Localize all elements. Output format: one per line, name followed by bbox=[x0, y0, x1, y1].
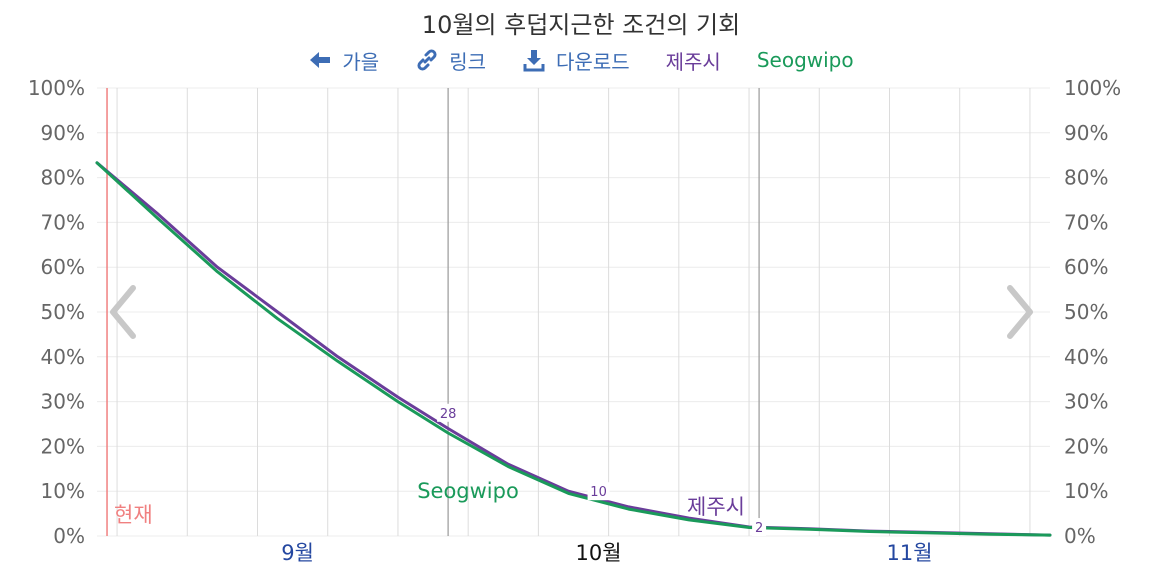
autumn-button[interactable]: 가을 bbox=[308, 46, 379, 75]
marker-box bbox=[437, 403, 460, 422]
autumn-label: 가을 bbox=[342, 49, 380, 74]
y-tick-label-right: 100% bbox=[1064, 76, 1121, 100]
y-tick-label-right: 90% bbox=[1064, 121, 1108, 145]
legend-item-jeju[interactable]: 제주시 bbox=[665, 49, 721, 74]
current-date-label: 현재 bbox=[114, 503, 153, 527]
y-tick-label-left: 10% bbox=[41, 479, 85, 503]
marker-box bbox=[587, 482, 610, 501]
y-tick-label-left: 20% bbox=[41, 434, 85, 458]
y-tick-label-right: 70% bbox=[1064, 210, 1108, 234]
y-tick-label-right: 50% bbox=[1064, 300, 1108, 324]
legend-item-seogwipo[interactable]: Seogwipo bbox=[756, 48, 854, 72]
chevron-right-icon[interactable] bbox=[1000, 282, 1040, 342]
x-month-label: 11월 bbox=[887, 541, 933, 565]
y-tick-label-left: 40% bbox=[41, 345, 85, 369]
link-button[interactable]: 링크 bbox=[415, 46, 486, 75]
series-line-jeju bbox=[95, 161, 1052, 537]
arrow-left-icon bbox=[310, 52, 331, 68]
y-tick-label-right: 80% bbox=[1064, 166, 1108, 190]
y-tick-label-left: 80% bbox=[41, 166, 85, 190]
y-tick-label-right: 30% bbox=[1064, 390, 1108, 414]
annotation-seogwipo: Seogwipo bbox=[417, 479, 519, 503]
y-tick-label-left: 90% bbox=[41, 121, 85, 145]
y-tick-label-right: 0% bbox=[1064, 524, 1096, 548]
marker-box bbox=[752, 518, 767, 537]
marker-label: 28 bbox=[440, 407, 457, 422]
chevron-left-icon[interactable] bbox=[103, 282, 143, 342]
y-tick-label-right: 40% bbox=[1064, 345, 1108, 369]
x-month-label: 10월 bbox=[576, 541, 622, 565]
y-tick-label-left: 0% bbox=[53, 524, 85, 548]
y-tick-label-left: 30% bbox=[41, 390, 85, 414]
y-tick-label-left: 60% bbox=[41, 255, 85, 279]
link-label: 링크 bbox=[449, 49, 487, 74]
y-tick-label-left: 70% bbox=[41, 210, 85, 234]
y-tick-label-left: 50% bbox=[41, 300, 85, 324]
y-tick-label-left: 100% bbox=[28, 76, 85, 100]
chart-title: 10월의 후덥지근한 조건의 기회 bbox=[421, 11, 741, 39]
marker-label: 2 bbox=[755, 521, 763, 536]
link-icon bbox=[417, 49, 437, 71]
download-button[interactable]: 다운로드 bbox=[522, 46, 630, 75]
y-tick-label-right: 20% bbox=[1064, 434, 1108, 458]
y-tick-label-right: 10% bbox=[1064, 479, 1108, 503]
download-label: 다운로드 bbox=[556, 49, 630, 74]
annotation-jeju: 제주시 bbox=[687, 495, 745, 519]
marker-label: 10 bbox=[590, 485, 607, 500]
download-icon bbox=[523, 50, 545, 72]
x-month-label: 9월 bbox=[281, 541, 314, 565]
y-tick-label-right: 60% bbox=[1064, 255, 1108, 279]
toolbar: 가을 링크 다운로드 제주시 Seogwipo bbox=[0, 44, 1162, 76]
series-line-seogwipo bbox=[95, 161, 1052, 537]
